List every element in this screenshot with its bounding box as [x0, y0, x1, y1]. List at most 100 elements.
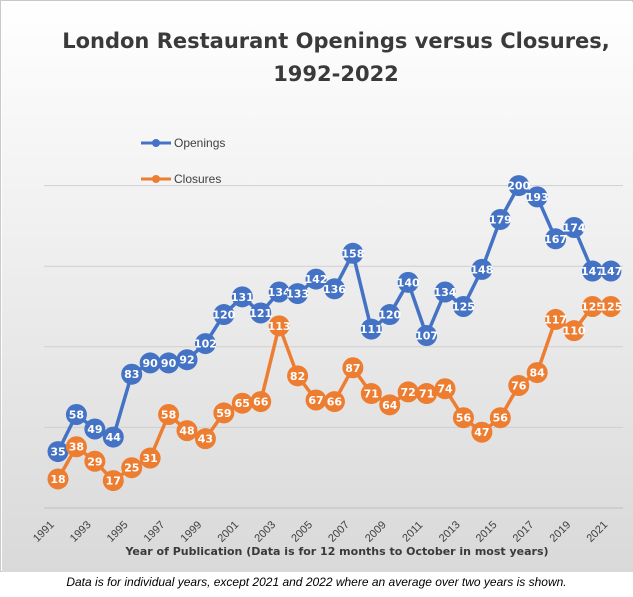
data-label: 125 — [581, 301, 604, 314]
legend-marker — [152, 175, 160, 183]
data-point — [600, 296, 622, 317]
data-point — [397, 381, 419, 403]
data-point — [47, 468, 69, 490]
data-label: 17 — [106, 475, 121, 488]
data-label: 131 — [231, 291, 254, 304]
data-point — [379, 304, 401, 326]
data-point — [194, 333, 216, 355]
data-label: 110 — [563, 325, 586, 338]
gridlines — [44, 185, 623, 509]
data-label: 133 — [286, 288, 309, 301]
data-point — [287, 365, 309, 387]
data-label: 136 — [323, 283, 346, 296]
data-label: 90 — [142, 357, 158, 370]
data-point — [360, 318, 382, 340]
data-point — [268, 315, 290, 337]
data-point — [526, 362, 548, 384]
data-point — [84, 450, 106, 472]
data-point — [471, 421, 493, 443]
data-point — [158, 352, 180, 374]
data-point — [139, 447, 161, 469]
data-label: 74 — [437, 383, 453, 396]
data-point — [508, 374, 530, 396]
legend: Openings Closures — [141, 136, 225, 186]
data-label: 90 — [161, 357, 177, 370]
chart-area: London Restaurant Openings versus Closur… — [0, 0, 633, 572]
data-point — [360, 383, 382, 405]
data-point — [65, 404, 87, 426]
data-point — [84, 418, 106, 440]
data-label: 134 — [434, 286, 457, 299]
data-point — [342, 242, 364, 264]
data-point — [379, 394, 401, 416]
data-point — [416, 383, 438, 405]
data-label: 47 — [474, 426, 489, 439]
legend-label: Openings — [174, 136, 225, 150]
data-label: 71 — [419, 388, 434, 401]
data-label: 147 — [599, 265, 622, 278]
data-label: 140 — [397, 276, 420, 289]
data-label: 25 — [124, 462, 139, 475]
data-point — [268, 281, 290, 303]
data-label: 121 — [249, 307, 272, 320]
data-label: 29 — [87, 455, 102, 468]
data-point — [102, 470, 124, 492]
data-label: 87 — [345, 362, 360, 375]
data-point — [434, 281, 456, 303]
data-point — [213, 402, 235, 424]
data-label: 193 — [526, 191, 549, 204]
data-point — [176, 349, 198, 371]
legend-label: Closures — [174, 172, 221, 186]
data-label: 92 — [179, 354, 194, 367]
data-label: 64 — [382, 399, 398, 412]
chart-title-line2: 1992-2022 — [273, 62, 399, 86]
data-point — [305, 389, 327, 411]
data-label: 167 — [544, 233, 567, 246]
data-label: 179 — [489, 213, 512, 226]
data-point — [121, 457, 143, 479]
data-label: 83 — [124, 368, 139, 381]
data-label: 125 — [452, 301, 475, 314]
data-label: 102 — [194, 338, 217, 351]
chart-title-line1: London Restaurant Openings versus Closur… — [62, 29, 610, 53]
data-point — [305, 268, 327, 290]
data-point — [194, 428, 216, 450]
data-point — [581, 296, 603, 317]
data-label: 66 — [327, 396, 343, 409]
data-label: 147 — [581, 265, 604, 278]
data-point — [471, 258, 493, 280]
data-point — [452, 296, 474, 317]
data-point — [416, 325, 438, 347]
data-point — [342, 357, 364, 379]
data-label: 120 — [378, 309, 401, 322]
data-point — [102, 426, 124, 448]
data-label: 72 — [401, 386, 416, 399]
data-point — [545, 228, 567, 250]
data-label: 58 — [69, 409, 84, 422]
data-label: 76 — [511, 379, 527, 392]
data-point — [47, 441, 69, 463]
data-label: 35 — [50, 446, 65, 459]
data-label: 148 — [470, 263, 493, 276]
data-point — [231, 286, 253, 308]
data-label: 120 — [212, 309, 235, 322]
data-point — [452, 407, 474, 429]
data-label: 113 — [268, 320, 291, 333]
data-point — [231, 392, 253, 414]
data-label: 65 — [235, 397, 250, 410]
data-point — [489, 407, 511, 429]
data-label: 71 — [364, 388, 379, 401]
data-point — [581, 260, 603, 282]
data-point — [121, 363, 143, 385]
data-point — [213, 304, 235, 326]
data-point — [65, 436, 87, 458]
data-point — [139, 352, 161, 374]
data-point — [489, 208, 511, 230]
data-point — [176, 420, 198, 442]
line-chart: London Restaurant Openings versus Closur… — [2, 2, 633, 572]
data-label: 125 — [599, 301, 622, 314]
data-label: 38 — [69, 441, 84, 454]
